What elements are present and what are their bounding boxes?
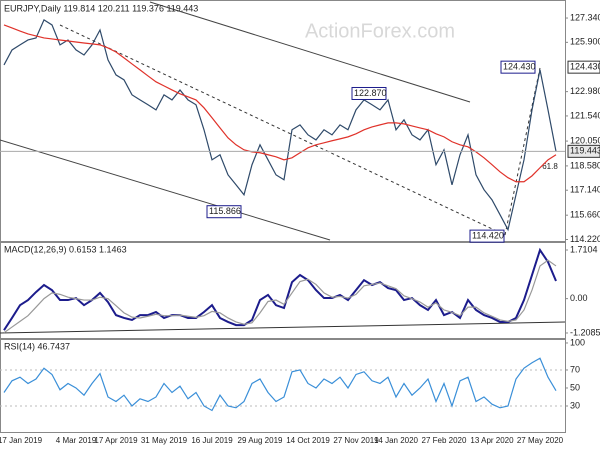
support-line <box>0 321 566 334</box>
price-panel <box>0 0 566 242</box>
annotation-label: 114.420 <box>472 230 504 240</box>
rsi-panel <box>0 339 566 433</box>
y-tick-label: 122.980 <box>570 86 600 96</box>
series-line <box>3 259 557 334</box>
y-tick-label: 125.900 <box>570 37 600 47</box>
annotation-box <box>469 229 505 243</box>
y-tick-label: 30 <box>570 400 580 410</box>
x-tick-label: 4 Mar 2019 <box>56 436 97 445</box>
macd-title: MACD(12,26,9) 0.6153 1.1463 <box>4 244 127 254</box>
price-tag-label: 119.443 <box>570 146 600 156</box>
fib-label: 61.8 <box>542 162 558 171</box>
y-tick-label: 50 <box>570 382 580 392</box>
annotation-label: 115.866 <box>209 206 241 216</box>
channel-line <box>149 1 471 103</box>
x-tick-label: 14 Jan 2020 <box>374 436 419 445</box>
watermark: ActionForex.com <box>305 20 455 42</box>
y-tick-label: 115.660 <box>570 210 600 220</box>
annotation-label: 122.870 <box>354 88 387 98</box>
x-tick-label: 17 Apr 2019 <box>94 436 138 445</box>
annotation-label: 124.430 <box>503 62 536 72</box>
y-tick-label: 1.7104 <box>570 244 598 254</box>
y-tick-label: 100 <box>570 337 585 347</box>
price-tag-label: 124.430 <box>570 62 600 72</box>
annotation-box <box>351 86 387 100</box>
rsi-title: RSI(14) 46.7437 <box>4 341 70 351</box>
chart-title: EURJPY,Daily 119.814 120.211 119.376 119… <box>4 3 198 13</box>
y-tick-label: 70 <box>570 364 580 374</box>
x-tick-label: 16 Jul 2019 <box>191 436 233 445</box>
x-tick-label: 29 Aug 2019 <box>238 436 283 445</box>
x-tick-label: 27 Feb 2020 <box>422 436 467 445</box>
y-tick-label: 0.00 <box>570 293 588 303</box>
y-tick-label: 117.140 <box>570 185 600 195</box>
channel-line <box>0 139 331 241</box>
y-tick-label: 127.340 <box>570 12 600 22</box>
y-tick-label: 114.220 <box>570 234 600 244</box>
y-tick-label: 120.050 <box>570 135 600 145</box>
y-tick-label: -1.2085 <box>570 327 600 337</box>
x-tick-label: 14 Oct 2019 <box>286 436 330 445</box>
series-line <box>3 19 557 232</box>
x-tick-label: 27 May 2020 <box>517 436 564 445</box>
annotation-box <box>206 205 242 219</box>
series-line <box>3 24 557 183</box>
macd-panel <box>0 242 566 339</box>
price-tag <box>567 60 600 74</box>
price-tag <box>567 144 600 158</box>
annotation-box <box>500 60 536 74</box>
trend-line <box>59 24 506 236</box>
series-line <box>3 357 557 412</box>
y-tick-label: 118.580 <box>570 160 600 170</box>
x-tick-label: 13 Apr 2020 <box>470 436 514 445</box>
series-line <box>3 247 557 331</box>
y-tick-label: 121.540 <box>570 110 600 120</box>
x-tick-label: 17 Jan 2019 <box>0 436 43 445</box>
x-tick-label: 31 May 2019 <box>141 436 188 445</box>
x-tick-label: 27 Nov 2019 <box>333 436 379 445</box>
